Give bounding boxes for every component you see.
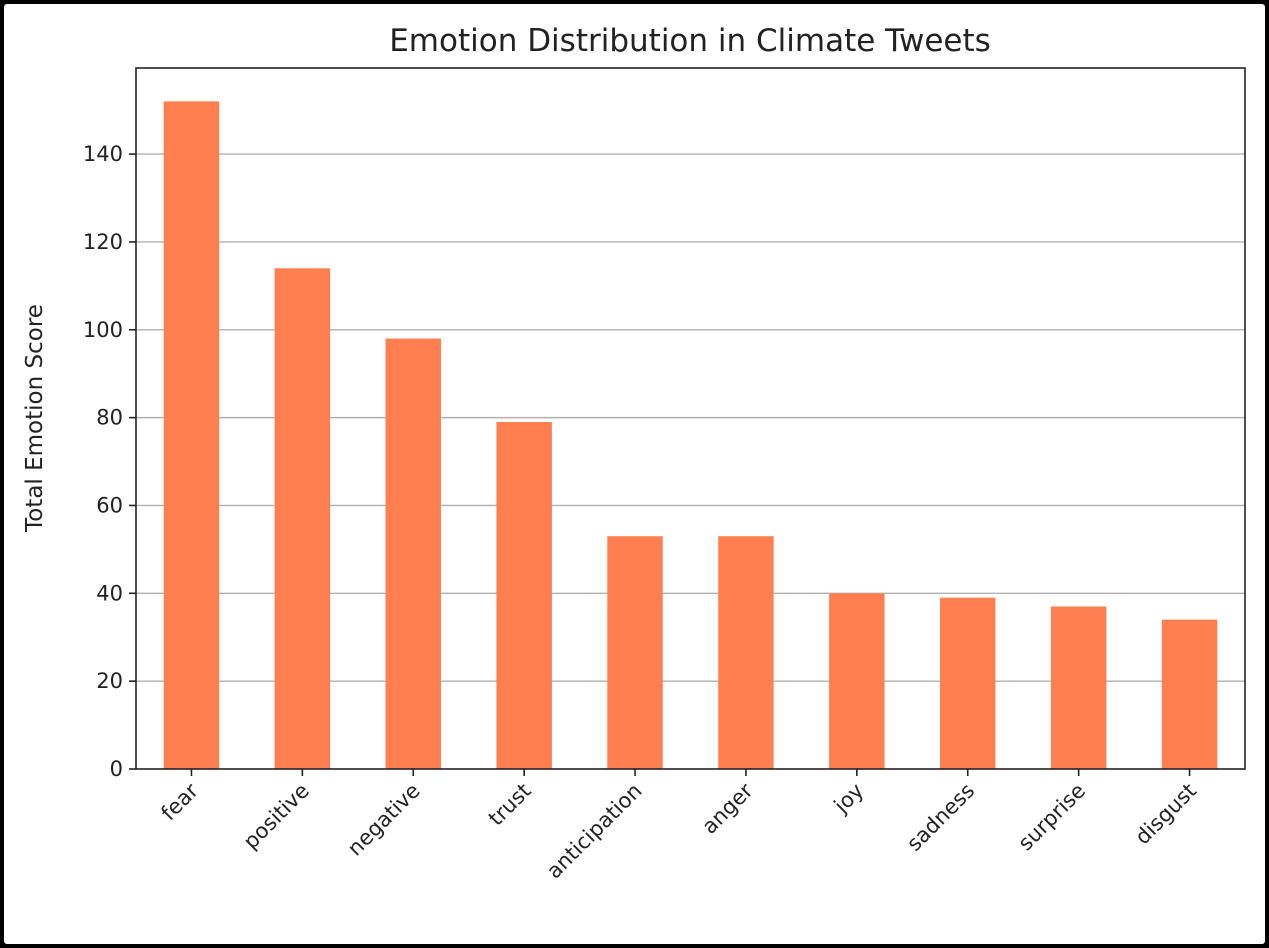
x-tick-label-trust: trust [484, 779, 536, 831]
bar-anticipation [607, 536, 663, 769]
y-tick-label: 20 [96, 669, 123, 693]
bar-chart: 0 20 40 60 80 100 120 140 fear positive negative t… [22, 23, 1246, 883]
y-axis-label: Total Emotion Score [22, 304, 48, 533]
y-tick-label: 0 [110, 757, 123, 781]
bar-positive [274, 268, 331, 769]
y-tick-label: 40 [96, 581, 123, 605]
y-tick-label: 120 [83, 230, 123, 254]
x-tick-label-disgust: disgust [1130, 779, 1201, 850]
x-tick-label-anticipation: anticipation [542, 779, 647, 884]
x-tick-label-sadness: sadness [902, 779, 979, 856]
x-tick-label-joy: joy [829, 779, 869, 819]
bar-surprise [1050, 606, 1107, 769]
bar-anger [718, 536, 774, 769]
y-axis-ticks: 0 20 40 60 80 100 120 140 [83, 142, 136, 781]
y-tick-label: 100 [83, 318, 123, 342]
bar-disgust [1161, 619, 1218, 769]
chart-title: Emotion Distribution in Climate Tweets [389, 23, 991, 59]
bar-trust [496, 422, 552, 769]
x-tick-label-negative: negative [343, 779, 425, 861]
bar-fear [163, 101, 220, 769]
plot-border [135, 67, 1246, 770]
bar-sadness [940, 597, 996, 769]
bars [163, 101, 1218, 769]
x-tick-label-surprise: surprise [1013, 779, 1090, 856]
x-tick-label-positive: positive [239, 779, 314, 854]
bar-negative [385, 338, 441, 769]
bar-joy [829, 593, 885, 769]
y-tick-label: 80 [96, 406, 123, 430]
y-tick-label: 60 [96, 493, 123, 517]
x-axis-ticks: fear positive negative trust anticipation ang… [156, 769, 1201, 883]
x-tick-label-anger: anger [697, 778, 757, 838]
x-tick-label-fear: fear [156, 778, 203, 825]
y-tick-label: 140 [83, 142, 123, 166]
chart-frame: 0 20 40 60 80 100 120 140 fear positive negative t… [4, 4, 1265, 944]
